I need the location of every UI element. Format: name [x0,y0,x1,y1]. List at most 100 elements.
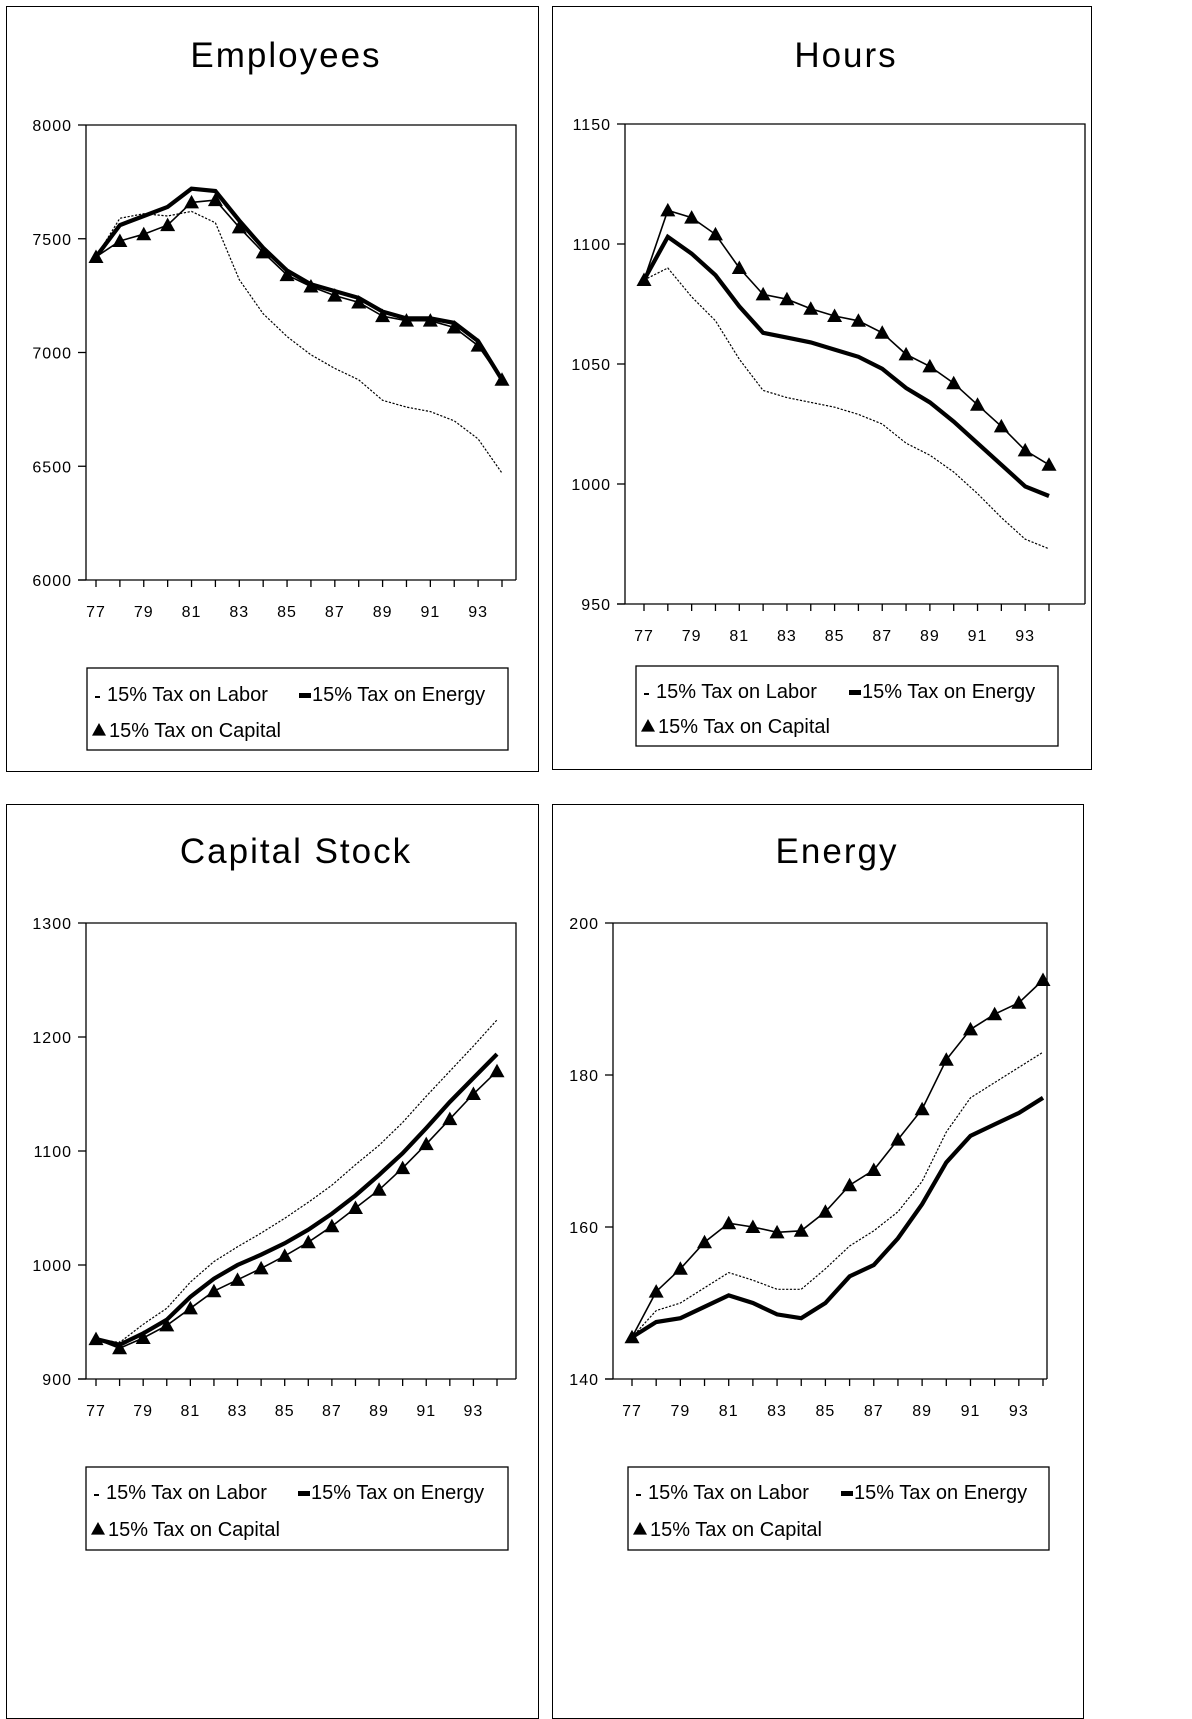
employees-series-energy-line [94,186,504,381]
energy-capital-marker [1035,972,1051,986]
capital-stock-capital-marker [253,1260,269,1275]
energy-capital-marker [745,1219,761,1233]
hours-plot-border [625,123,1086,604]
hours-capital-marker [755,286,771,301]
energy-x-tick-label: 83 [767,1403,787,1420]
hours-capital-marker [636,272,652,286]
energy-capital-marker [842,1177,858,1192]
employees-chart-panel: Employees 6000 6500 7000 7500 8000 77 79 81 83 85 8… [6,6,539,772]
hours-y-tick-label: 1050 [571,357,611,374]
capital-stock-y-tick-label: 1100 [34,1144,72,1161]
energy-capital-marker [1011,995,1027,1009]
hours-capital-marker [779,291,795,306]
capital-stock-capital-marker [135,1330,151,1344]
hours-capital-marker [874,325,890,339]
energy-y-tick-label: 160 [569,1220,599,1237]
energy-series-capital-line [631,979,1044,1338]
hours-capital-marker [970,397,986,411]
employees-chart: Employees 6000 6500 7000 7500 8000 77 79 81 83 85 8… [32,36,517,751]
capital-stock-series-capital-line [95,1070,498,1350]
employees-capital-marker [255,244,271,259]
hours-x-tick-label: 93 [1015,628,1035,645]
employees-capital-marker [136,226,152,241]
energy-legend [627,1466,1050,1551]
energy-x-tick-label: 81 [719,1403,739,1420]
energy-capital-marker [866,1162,882,1176]
energy-capital-marker [697,1234,713,1249]
energy-capital-marker [624,1329,640,1344]
capital-stock-x-tick-label: 91 [416,1403,436,1420]
employees-y-tick-label: 7000 [32,346,72,363]
capital-stock-legend-labor-swatch [94,1494,99,1496]
energy-x-tick-label: 79 [670,1403,690,1420]
employees-y-tick-label: 6500 [32,459,72,476]
employees-x-tick-label: 77 [86,604,106,621]
hours-legend-labor-swatch [644,693,649,695]
employees-capital-marker [494,372,510,386]
capital-stock-capital-marker [371,1182,387,1196]
hours-x-tick-label: 83 [777,628,797,645]
capital-stock-legend [85,1466,509,1551]
hours-capital-marker [803,301,819,315]
employees-capital-marker [422,313,438,327]
employees-x-tick-label: 85 [277,604,297,621]
employees-series-capital-line [95,199,503,381]
capital-stock-legend-energy-swatch [298,1491,310,1496]
employees-x-tick-label: 91 [420,604,440,621]
energy-capital-marker [793,1223,809,1237]
employees-legend-capital-label: 15% Tax on Capital [109,720,281,742]
capital-stock-x-tick-label: 79 [133,1403,153,1420]
employees-series-labor-line [95,210,503,474]
capital-stock-capital-marker [324,1218,340,1233]
employees-x-tick-label: 81 [182,604,202,621]
capital-stock-capital-marker [88,1331,104,1346]
capital-stock-title: Capital Stock [180,832,412,871]
employees-capital-marker [470,338,486,352]
capital-stock-chart-panel: Capital Stock 900 1000 1100 1200 1300 77 79 81 83… [6,804,539,1719]
energy-x-tick-label: 89 [912,1403,932,1420]
capital-stock-capital-marker [277,1248,293,1262]
capital-stock-capital-marker [206,1283,222,1298]
employees-title: Employees [190,36,381,75]
capital-stock-capital-marker [418,1136,434,1151]
capital-stock-x-tick-label: 87 [322,1403,342,1420]
hours-capital-marker [922,358,938,373]
hours-chart-panel: Hours 950 1000 1050 1100 1150 77 79 81 83 85 87 89 91… [552,6,1092,770]
energy-legend-labor-label: 15% Tax on Labor [648,1482,809,1504]
hours-series-energy-line [642,233,1050,498]
energy-capital-marker [914,1101,930,1116]
energy-x-tick-label: 93 [1009,1403,1029,1420]
capital-stock-x-tick-label: 77 [86,1403,106,1420]
employees-plot-border [86,124,517,580]
energy-plot-border [613,922,1048,1379]
employees-x-tick-label: 93 [468,604,488,621]
employees-legend-capital-swatch [92,723,106,736]
hours-capital-marker [684,210,700,224]
capital-stock-y-tick-label: 1300 [32,916,72,933]
capital-stock-y-tick-label: 900 [42,1372,72,1389]
capital-stock-legend-capital-label: 15% Tax on Capital [108,1519,280,1541]
employees-capital-marker [375,308,391,323]
hours-x-tick-label: 81 [729,628,749,645]
hours-y-tick-label: 1100 [573,237,611,254]
hours-capital-marker [1041,457,1057,471]
hours-capital-marker [827,308,843,322]
hours-capital-marker [850,313,866,327]
hours-legend-capital-label: 15% Tax on Capital [658,716,830,738]
capital-stock-legend-labor-label: 15% Tax on Labor [106,1482,267,1504]
employees-x-tick-label: 83 [229,604,249,621]
energy-y-tick-label: 180 [569,1068,599,1085]
hours-series-labor-line [643,267,1050,550]
energy-title: Energy [776,832,899,871]
capital-stock-capital-marker [442,1111,458,1126]
hours-x-tick-label: 87 [872,628,892,645]
energy-capital-marker [721,1215,737,1230]
hours-chart: Hours 950 1000 1050 1100 1150 77 79 81 83 85 87 89 91… [571,36,1086,747]
employees-x-tick-label: 87 [325,604,345,621]
capital-stock-capital-marker [112,1340,128,1355]
hours-legend-capital-swatch [641,719,655,732]
energy-legend-labor-swatch [636,1494,641,1496]
energy-series-energy-line [630,1096,1045,1339]
capital-stock-legend-energy-label: 15% Tax on Energy [311,1482,484,1504]
energy-legend-capital-swatch [633,1522,647,1535]
